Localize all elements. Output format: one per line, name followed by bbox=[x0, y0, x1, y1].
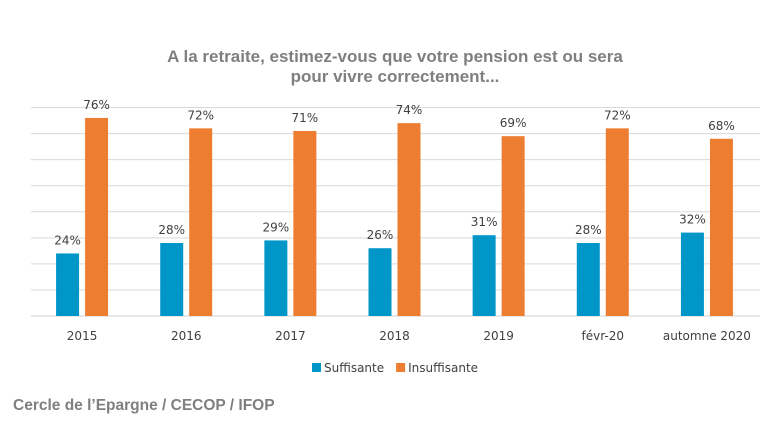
data-label: 71% bbox=[292, 111, 319, 125]
legend: Suffisante Insuffisante bbox=[312, 361, 478, 375]
bar-suffisante-2016 bbox=[160, 243, 184, 316]
legend-swatch bbox=[312, 363, 321, 372]
chart-title: A la retraite, estimez-vous que votre pe… bbox=[167, 47, 623, 66]
bar-suffisante-2019 bbox=[472, 235, 496, 316]
bar-suffisante-2017 bbox=[264, 240, 288, 316]
data-label: 31% bbox=[471, 215, 498, 229]
data-label: 26% bbox=[367, 228, 394, 242]
x-tick-label: 2017 bbox=[275, 329, 306, 343]
data-label: 29% bbox=[263, 220, 290, 234]
x-tick-label: 2019 bbox=[483, 329, 514, 343]
bar-insuffisante-févr-20 bbox=[605, 128, 629, 316]
data-label: 24% bbox=[54, 233, 81, 247]
x-tick-label: automne 2020 bbox=[663, 329, 751, 343]
x-tick-label: 2016 bbox=[171, 329, 202, 343]
bar-insuffisante-automne 2020 bbox=[709, 138, 733, 316]
bar-insuffisante-2019 bbox=[501, 136, 525, 316]
data-label: 68% bbox=[708, 119, 735, 133]
bar-suffisante-automne 2020 bbox=[680, 232, 704, 316]
data-label: 28% bbox=[158, 223, 185, 237]
bar-insuffisante-2018 bbox=[397, 123, 421, 316]
bar-insuffisante-2015 bbox=[85, 117, 109, 316]
data-label: 69% bbox=[500, 116, 527, 130]
chart-title-line2: pour vivre correctement... bbox=[291, 67, 500, 86]
x-tick-label: févr-20 bbox=[582, 329, 624, 343]
data-label: 74% bbox=[396, 103, 423, 117]
data-label: 28% bbox=[575, 223, 602, 237]
source-note: Cercle de l’Epargne / CECOP / IFOP bbox=[13, 397, 275, 414]
legend-swatch bbox=[396, 363, 406, 372]
x-tick-label: 2015 bbox=[67, 329, 98, 343]
legend-label: Suffisante bbox=[324, 361, 384, 375]
data-label: 32% bbox=[679, 213, 706, 227]
data-label: 72% bbox=[187, 108, 214, 122]
bar-insuffisante-2017 bbox=[293, 130, 317, 316]
legend-label: Insuffisante bbox=[408, 361, 478, 375]
x-tick-label: 2018 bbox=[379, 329, 410, 343]
bar-suffisante-févr-20 bbox=[576, 243, 600, 316]
data-label: 76% bbox=[83, 98, 110, 112]
bar-suffisante-2018 bbox=[368, 248, 392, 316]
data-label: 72% bbox=[604, 108, 631, 122]
bar-suffisante-2015 bbox=[56, 253, 80, 316]
bar-insuffisante-2016 bbox=[189, 128, 213, 316]
